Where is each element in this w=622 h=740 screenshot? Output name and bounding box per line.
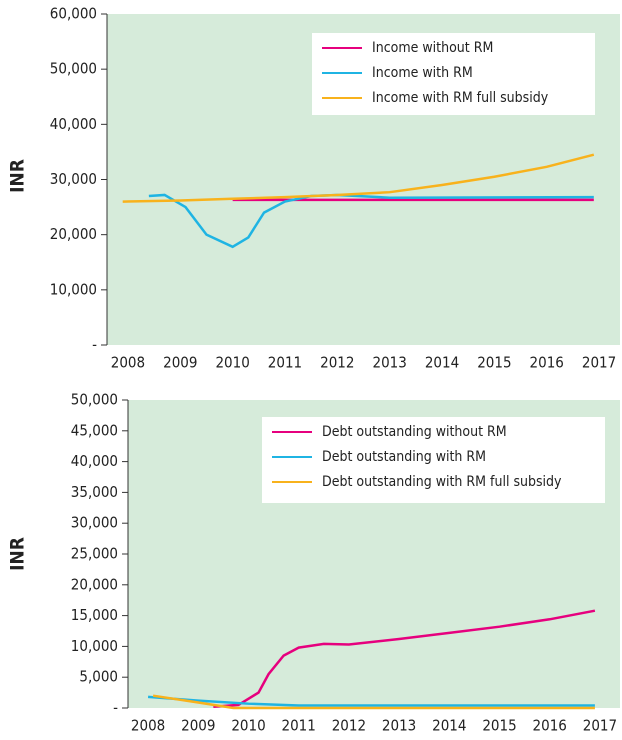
y-tick-label: 30,000 <box>50 170 97 188</box>
line <box>122 153 595 203</box>
x-tick-label: 2011 <box>268 354 302 372</box>
legend-label: Debt outstanding with RM full subsidy <box>322 474 562 490</box>
y-tick-label: 30,000 <box>71 514 118 532</box>
legend-label: Debt outstanding without RM <box>322 424 507 440</box>
x-tick-label: 2017 <box>583 717 617 735</box>
y-tick-label: 20,000 <box>50 225 97 243</box>
legend-label: Debt outstanding with RM <box>322 449 486 465</box>
x-tick-label: 2013 <box>382 717 416 735</box>
y-axis-label: INR <box>7 159 29 193</box>
x-tick-label: 2008 <box>111 354 145 372</box>
x-tick-label: 2008 <box>131 717 165 735</box>
y-tick-label: 35,000 <box>71 483 118 501</box>
x-tick-label: 2017 <box>582 354 616 372</box>
x-tick-label: 2009 <box>181 717 215 735</box>
line <box>152 694 595 710</box>
x-tick-label: 2015 <box>477 354 511 372</box>
y-tick-label: 5,000 <box>79 668 118 686</box>
x-tick-label: 2012 <box>332 717 366 735</box>
x-tick-label: 2016 <box>533 717 567 735</box>
x-tick-label: 2011 <box>282 717 316 735</box>
x-tick-label: 2010 <box>231 717 265 735</box>
y-tick-label: - <box>92 336 97 354</box>
x-tick-label: 2013 <box>373 354 407 372</box>
x-tick-label: 2012 <box>320 354 354 372</box>
y-axis-label: INR <box>7 537 29 571</box>
x-tick-label: 2014 <box>432 717 466 735</box>
x-tick-label: 2015 <box>482 717 516 735</box>
y-tick-label: 45,000 <box>71 421 118 439</box>
y-tick-label: 10,000 <box>71 637 118 655</box>
y-tick-label: 40,000 <box>50 115 97 133</box>
y-tick-label: 50,000 <box>50 60 97 78</box>
x-tick-label: 2009 <box>163 354 197 372</box>
x-tick-label: 2010 <box>215 354 249 372</box>
y-tick-label: 60,000 <box>50 5 97 23</box>
legend-label: Income with RM full subsidy <box>372 90 549 106</box>
legend-label: Income with RM <box>372 65 473 81</box>
y-tick-label: 50,000 <box>71 391 118 409</box>
x-tick-label: 2016 <box>530 354 564 372</box>
y-tick-label: 25,000 <box>71 545 118 563</box>
y-tick-label: - <box>113 699 118 717</box>
y-tick-label: 10,000 <box>50 280 97 298</box>
y-tick-label: 15,000 <box>71 606 118 624</box>
line <box>213 609 596 709</box>
legend-label: Income without RM <box>372 40 493 56</box>
y-tick-label: 40,000 <box>71 452 118 470</box>
legend-box <box>262 417 605 503</box>
x-tick-label: 2014 <box>425 354 459 372</box>
y-tick-label: 20,000 <box>71 575 118 593</box>
